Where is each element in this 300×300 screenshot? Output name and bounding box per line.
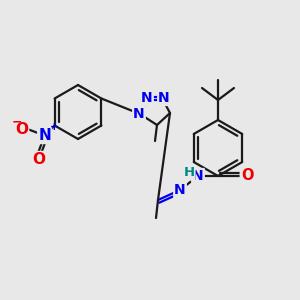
Text: +: +	[50, 122, 58, 133]
Text: N: N	[192, 169, 204, 183]
Text: N: N	[141, 91, 153, 105]
Text: N: N	[174, 183, 186, 197]
Text: N: N	[158, 91, 170, 105]
Text: N: N	[38, 128, 51, 143]
Text: O: O	[241, 169, 253, 184]
Text: H: H	[183, 167, 195, 179]
Text: −: −	[12, 116, 22, 128]
Text: O: O	[32, 152, 45, 167]
Text: N: N	[133, 107, 145, 121]
Text: O: O	[15, 122, 28, 137]
